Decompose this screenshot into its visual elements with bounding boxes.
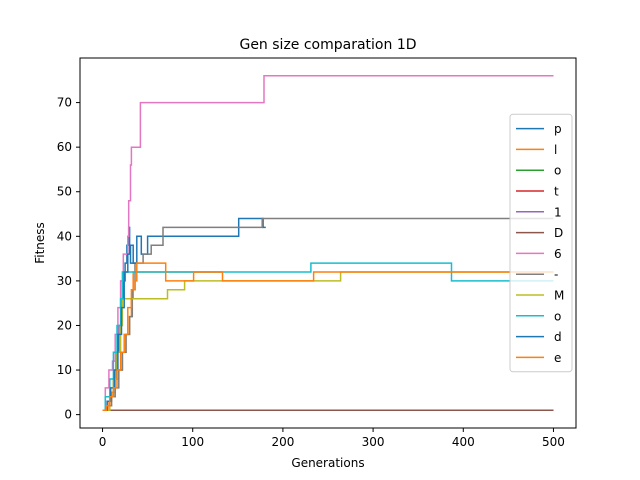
legend-label-5: 1 <box>554 205 562 219</box>
series-line-7 <box>102 75 554 411</box>
y-axis: 0 10 20 30 40 50 60 70 <box>57 96 80 422</box>
y-tick-label: 50 <box>57 185 72 199</box>
legend-label-11: d <box>554 330 562 344</box>
x-tick-label: 300 <box>362 435 385 449</box>
series-line-8 <box>102 217 554 411</box>
legend-label-9: M <box>554 289 564 303</box>
x-tick-label: 200 <box>271 435 294 449</box>
x-tick-label: 100 <box>181 435 204 449</box>
y-tick-label: 60 <box>57 140 72 154</box>
y-axis-label: Fitness <box>33 222 47 264</box>
y-tick-label: 30 <box>57 274 72 288</box>
legend-label-8: - <box>554 268 558 282</box>
y-tick-label: 70 <box>57 96 72 110</box>
legend-label-1: p <box>554 122 562 136</box>
legend-label-2: l <box>554 143 557 157</box>
legend-label-12: e <box>554 351 561 365</box>
series-line-12 <box>102 262 554 411</box>
legend-label-10: o <box>554 309 561 323</box>
chart-title: Gen size comparation 1D <box>239 37 416 53</box>
y-tick-label: 40 <box>57 229 72 243</box>
x-tick-label: 500 <box>542 435 565 449</box>
series-line-11 <box>102 244 136 411</box>
x-axis: 0 100 200 300 400 500 <box>99 428 565 449</box>
legend-label-3: o <box>554 164 561 178</box>
legend-label-4: t <box>554 185 559 199</box>
y-tick-label: 20 <box>57 318 72 332</box>
legend-label-7: 6 <box>554 247 562 261</box>
y-tick-label: 10 <box>57 363 72 377</box>
x-tick-label: 400 <box>452 435 475 449</box>
x-axis-label: Generations <box>291 456 364 470</box>
plot-lines <box>102 75 554 411</box>
legend-label-6: D <box>554 226 563 240</box>
series-line-10 <box>102 262 554 411</box>
x-tick-label: 0 <box>99 435 107 449</box>
plot-area-frame <box>79 57 577 429</box>
y-tick-label: 0 <box>64 408 72 422</box>
legend-box <box>509 113 573 373</box>
